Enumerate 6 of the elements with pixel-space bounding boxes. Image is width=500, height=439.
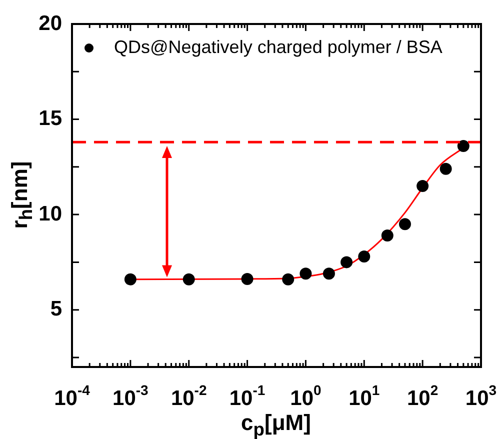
legend-label: QDs@Negatively charged polymer / BSA	[114, 36, 442, 57]
y-tick-label: 5	[50, 298, 62, 321]
y-tick-label: 20	[38, 12, 62, 35]
y-tick-label: 15	[38, 107, 62, 130]
y-tick-label: 10	[38, 202, 62, 226]
x-axis-title: c$_{p}$[μM]	[241, 410, 311, 439]
